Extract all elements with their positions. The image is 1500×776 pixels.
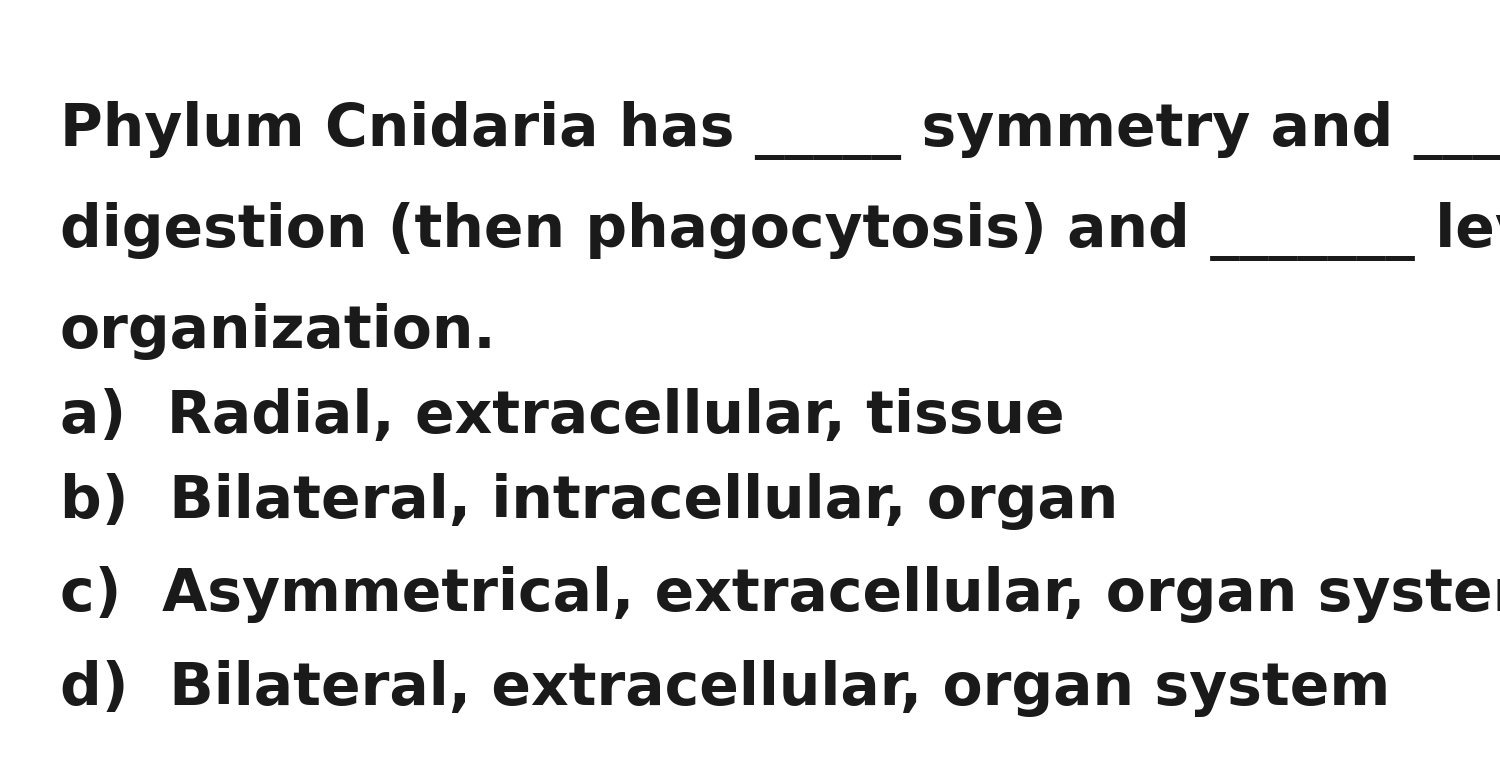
Text: Phylum Cnidaria has _____ symmetry and _______: Phylum Cnidaria has _____ symmetry and _… [60,101,1500,160]
Text: b)  Bilateral, intracellular, organ: b) Bilateral, intracellular, organ [60,473,1118,530]
Text: digestion (then phagocytosis) and _______ level: digestion (then phagocytosis) and ______… [60,202,1500,261]
Text: c)  Asymmetrical, extracellular, organ system: c) Asymmetrical, extracellular, organ sy… [60,566,1500,623]
Text: d)  Bilateral, extracellular, organ system: d) Bilateral, extracellular, organ syste… [60,660,1390,716]
Text: a)  Radial, extracellular, tissue: a) Radial, extracellular, tissue [60,388,1065,445]
Text: organization.: organization. [60,303,497,359]
